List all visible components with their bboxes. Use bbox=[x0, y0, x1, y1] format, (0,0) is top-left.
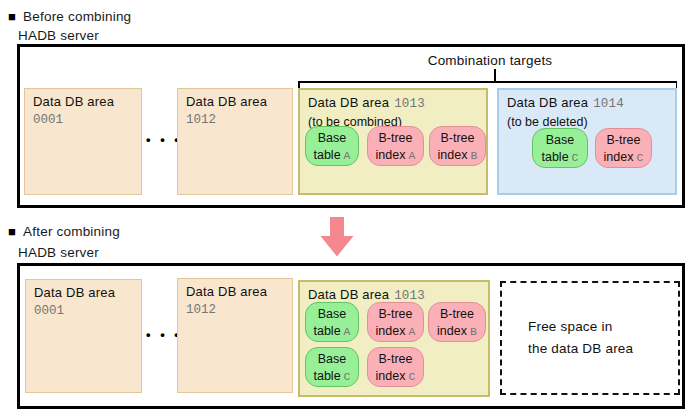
pill-line1: Base bbox=[306, 306, 358, 323]
pill-line1: Base bbox=[306, 351, 358, 368]
bullet-square-icon: ■ bbox=[8, 225, 16, 238]
pill-line1: B-tree bbox=[368, 130, 423, 147]
index-letter: A bbox=[408, 149, 415, 162]
index-letter: A bbox=[408, 325, 415, 338]
area-title: Data DB area 1013 bbox=[308, 95, 478, 113]
index-letter: B bbox=[470, 149, 477, 162]
pill-line1: B-tree bbox=[429, 306, 485, 323]
free-space-box: Free space in the data DB area bbox=[500, 281, 680, 395]
area-id: 1014 bbox=[593, 97, 624, 111]
bullet-square-icon: ■ bbox=[8, 10, 16, 23]
bracket-horizontal-line bbox=[298, 81, 677, 83]
combination-targets-label: Combination targets bbox=[405, 53, 575, 68]
pill-line1: B-tree bbox=[596, 132, 651, 149]
area-title: Data DB area bbox=[186, 94, 284, 110]
area-id: 0001 bbox=[34, 304, 133, 318]
pill-line2: indexC bbox=[368, 368, 423, 386]
after-data-db-area-1012: Data DB area 1012 bbox=[177, 278, 293, 393]
pill-line1: Base bbox=[306, 130, 358, 147]
area-subtitle: (to be deleted) bbox=[507, 115, 667, 129]
pill-line2: indexB bbox=[429, 323, 485, 341]
base-table-a-pill: Base tableA bbox=[305, 126, 359, 166]
pill-line2: tableC bbox=[533, 149, 587, 167]
after-data-db-area-0001: Data DB area 0001 bbox=[25, 279, 142, 393]
index-letter: C bbox=[636, 151, 643, 164]
down-arrow-icon bbox=[320, 217, 354, 257]
area-title: Data DB area 1014 bbox=[507, 95, 667, 113]
area-title: Data DB area bbox=[34, 285, 133, 301]
free-space-line2: the data DB area bbox=[528, 338, 678, 360]
pill-line2: indexA bbox=[368, 147, 423, 165]
bracket-center-line bbox=[494, 69, 496, 81]
before-server-label: HADB server bbox=[18, 28, 99, 43]
area-title-text: Data DB area bbox=[507, 95, 588, 110]
before-data-db-area-1014: Data DB area 1014 (to be deleted) Base ta… bbox=[497, 88, 677, 195]
pill-line2: indexC bbox=[596, 149, 651, 167]
btree-index-b-pill: B-tree indexB bbox=[428, 302, 486, 342]
pill-line1: Base bbox=[533, 132, 587, 149]
pill-line2: indexB bbox=[430, 147, 485, 165]
area-id: 1013 bbox=[394, 97, 425, 111]
base-table-c-pill: Base tableC bbox=[532, 128, 588, 168]
btree-index-b-pill: B-tree indexB bbox=[429, 126, 486, 166]
before-heading-label: Before combining bbox=[23, 9, 131, 24]
pill-line1: B-tree bbox=[368, 351, 423, 368]
btree-index-c-pill: B-tree indexC bbox=[595, 128, 652, 168]
btree-index-c-pill: B-tree indexC bbox=[367, 347, 424, 387]
base-table-c-pill: Base tableC bbox=[305, 347, 359, 387]
after-data-db-area-1013: Data DB area 1013 Base tableA B-tree inde… bbox=[298, 280, 490, 397]
area-id: 1013 bbox=[394, 289, 425, 303]
index-letter: B bbox=[470, 325, 477, 338]
table-letter: C bbox=[572, 151, 579, 164]
diagram-canvas: ■ Before combining HADB server Combinati… bbox=[0, 0, 687, 411]
pill-line2: tableA bbox=[306, 147, 358, 165]
pill-line2: tableA bbox=[306, 323, 358, 341]
pill-line2: tableC bbox=[306, 368, 358, 386]
area-id: 0001 bbox=[33, 113, 133, 127]
pill-line2: indexA bbox=[368, 323, 423, 341]
btree-index-a-pill: B-tree indexA bbox=[367, 126, 424, 166]
after-server-label: HADB server bbox=[18, 245, 99, 260]
before-data-db-area-1012: Data DB area 1012 bbox=[177, 88, 293, 195]
table-letter: A bbox=[344, 325, 351, 338]
pill-line1: B-tree bbox=[368, 306, 423, 323]
table-letter: A bbox=[344, 149, 351, 162]
area-id: 1012 bbox=[186, 303, 284, 317]
area-title-text: Data DB area bbox=[308, 287, 389, 302]
area-title-text: Data DB area bbox=[308, 95, 389, 110]
free-space-line1: Free space in bbox=[528, 316, 678, 338]
area-title: Data DB area bbox=[186, 284, 284, 300]
area-title: Data DB area bbox=[33, 94, 133, 110]
after-heading-label: After combining bbox=[23, 224, 120, 239]
table-letter: C bbox=[344, 370, 351, 383]
index-letter: C bbox=[408, 370, 415, 383]
btree-index-a-pill: B-tree indexA bbox=[367, 302, 424, 342]
pill-line1: B-tree bbox=[430, 130, 485, 147]
before-section-heading: ■ Before combining bbox=[8, 9, 131, 24]
after-section-heading: ■ After combining bbox=[8, 224, 120, 239]
base-table-a-pill: Base tableA bbox=[305, 302, 359, 342]
before-data-db-area-1013: Data DB area1013 (to be combined) Base t… bbox=[298, 88, 488, 195]
area-id: 1012 bbox=[186, 113, 284, 127]
before-data-db-area-0001: Data DB area 0001 bbox=[24, 88, 142, 195]
